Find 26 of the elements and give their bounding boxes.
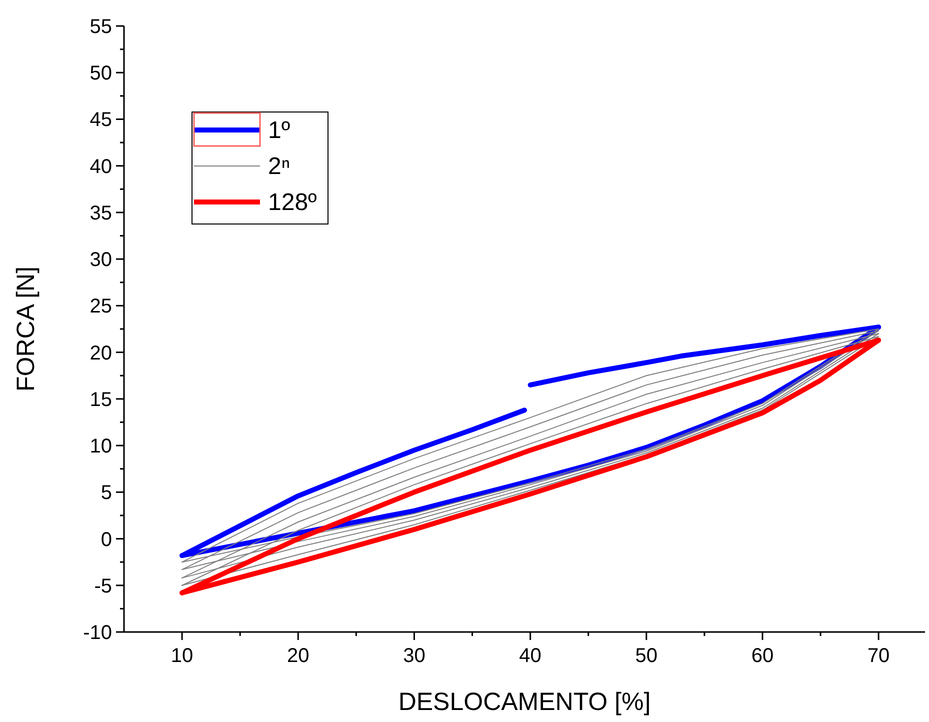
- legend-label: 2ⁿ: [268, 153, 290, 180]
- x-tick-label: 60: [751, 645, 774, 667]
- y-tick-label: 25: [90, 296, 112, 318]
- y-tick-label: 50: [90, 62, 112, 85]
- x-tick-label: 10: [170, 645, 194, 667]
- y-axis-title: FORCA [N]: [12, 266, 40, 392]
- y-tick-label: 5: [100, 482, 112, 504]
- y-tick-label: 10: [90, 436, 112, 458]
- y-tick-label: 0: [100, 528, 112, 551]
- y-tick-label: 15: [90, 388, 112, 411]
- y-tick-label: 40: [90, 156, 112, 178]
- y-tick-label: 35: [90, 202, 112, 224]
- x-tick-label: 40: [519, 645, 542, 667]
- x-tick-label: 50: [635, 645, 658, 667]
- x-tick-label: 20: [287, 645, 310, 667]
- y-tick-label: -5: [94, 575, 112, 598]
- y-tick-label: 45: [90, 109, 112, 132]
- legend-label: 1º: [268, 117, 290, 144]
- y-tick-label: 30: [90, 249, 112, 272]
- x-tick-label: 70: [867, 645, 890, 667]
- x-tick-label: 30: [403, 645, 426, 667]
- x-axis-title: DESLOCAMENTO [%]: [398, 688, 651, 716]
- y-tick-label: -10: [83, 622, 112, 644]
- y-tick-label: 55: [90, 16, 112, 38]
- y-tick-label: 20: [90, 342, 112, 364]
- legend-label: 128º: [268, 189, 318, 216]
